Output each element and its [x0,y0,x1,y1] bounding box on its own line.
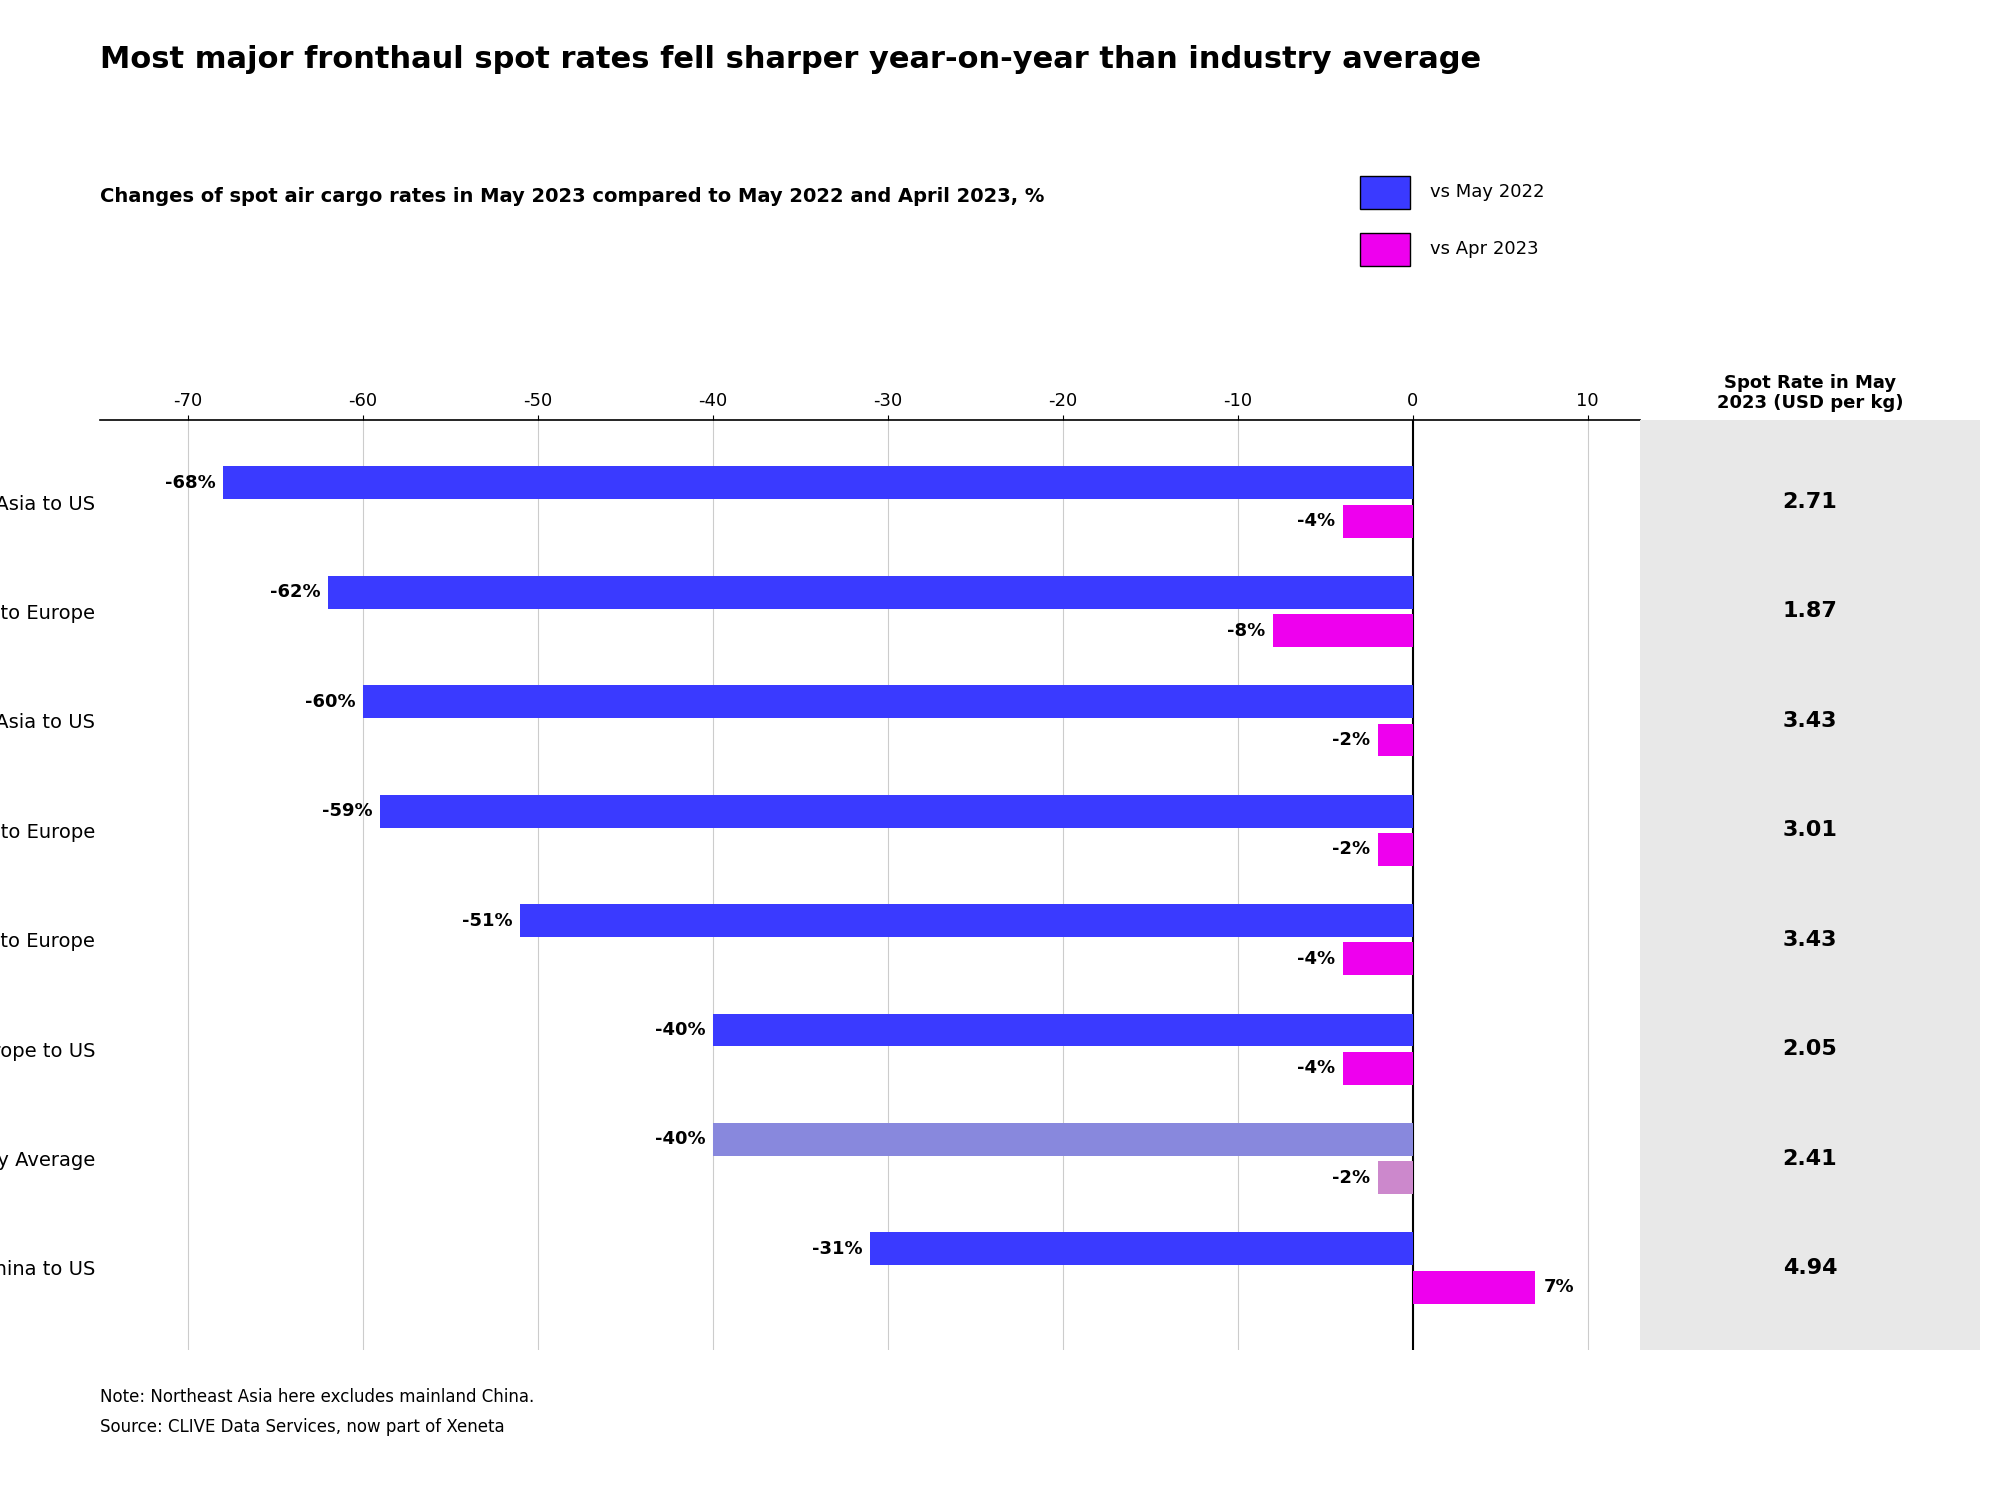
Text: vs May 2022: vs May 2022 [1430,183,1544,201]
Bar [222,466,1412,500]
Text: -2%: -2% [1332,730,1370,748]
Text: -2%: -2% [1332,840,1370,858]
Text: -40%: -40% [654,1131,706,1149]
Text: -68%: -68% [164,474,216,492]
Text: Most major fronthaul spot rates fell sharper year-on-year than industry average: Most major fronthaul spot rates fell sha… [100,45,1482,74]
Bar [1342,506,1412,537]
Bar [1272,614,1412,646]
Text: Changes of spot air cargo rates in May 2023 compared to May 2022 and April 2023,: Changes of spot air cargo rates in May 2… [100,188,1044,207]
Bar [1342,942,1412,975]
Bar [1378,1161,1412,1194]
Text: 3.43: 3.43 [1782,930,1838,950]
Text: 3.01: 3.01 [1782,821,1838,840]
Text: 2.41: 2.41 [1782,1149,1838,1168]
Text: Spot Rate in May
2023 (USD per kg): Spot Rate in May 2023 (USD per kg) [1716,374,1904,413]
Bar [1378,723,1412,756]
Bar [1378,833,1412,866]
Bar [1412,1270,1536,1304]
Text: 2.05: 2.05 [1782,1040,1838,1059]
Text: 3.43: 3.43 [1782,711,1838,730]
Bar [870,1233,1412,1264]
Bar [380,795,1412,828]
Text: -8%: -8% [1228,621,1266,639]
Text: -62%: -62% [270,584,320,602]
Bar [712,1124,1412,1156]
Text: -31%: -31% [812,1240,864,1258]
Text: -51%: -51% [462,912,512,930]
Bar [328,576,1412,609]
Text: -2%: -2% [1332,1168,1370,1186]
Text: 1.87: 1.87 [1782,602,1838,621]
Text: 7%: 7% [1544,1278,1574,1296]
Text: -59%: -59% [322,802,372,820]
Text: Source: CLIVE Data Services, now part of Xeneta: Source: CLIVE Data Services, now part of… [100,1418,504,1436]
Text: -4%: -4% [1298,1059,1336,1077]
Bar [362,686,1412,718]
Text: Note: Northeast Asia here excludes mainland China.: Note: Northeast Asia here excludes mainl… [100,1388,534,1406]
Text: -4%: -4% [1298,512,1336,530]
Text: 4.94: 4.94 [1782,1258,1838,1278]
Bar [1342,1052,1412,1084]
Text: -4%: -4% [1298,950,1336,968]
Text: 2.71: 2.71 [1782,492,1838,512]
Bar [520,904,1412,938]
Bar [712,1014,1412,1047]
Text: -60%: -60% [304,693,356,711]
Text: -40%: -40% [654,1022,706,1040]
Text: vs Apr 2023: vs Apr 2023 [1430,240,1538,258]
